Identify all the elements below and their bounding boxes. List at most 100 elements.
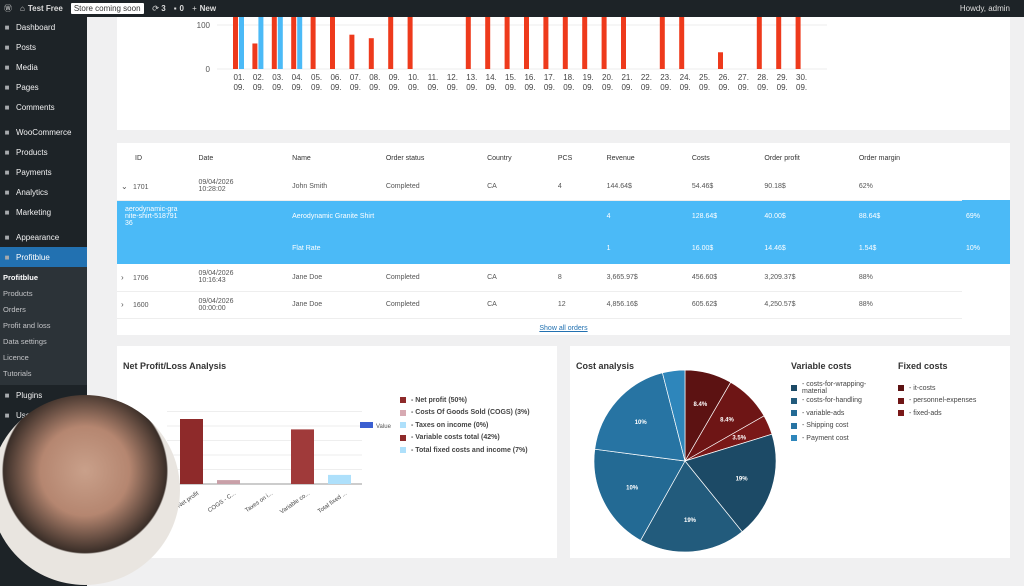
slice-label: 8.4% (694, 402, 708, 408)
cell-costs: 456.60$ (691, 273, 718, 281)
bar (524, 17, 529, 69)
cost-analysis-card: Cost analysis 8.4% 8.4% 3.5% 19% 19% 10% 10% V… (570, 346, 1010, 558)
column-header[interactable]: Name (292, 154, 311, 162)
sidebar-item-payments[interactable]: ■ Payments (0, 162, 87, 182)
slice-label: 10% (626, 486, 639, 492)
x-tick-label: 06. 09. (330, 73, 341, 92)
x-tick-label: 27. 09. (738, 73, 749, 92)
sidebar-item-marketing[interactable]: ■ Marketing (0, 202, 87, 222)
cell-status: Completed (385, 182, 420, 190)
column-header[interactable]: Revenue (606, 154, 635, 162)
legend-item: - costs-for-wrapping-material (791, 381, 891, 395)
order-item-row[interactable]: Flat Rate 1 16.00$ 14.46$ 1.54$ 10% (117, 232, 1010, 264)
net-profit-title: Net Profit/Loss Analysis (123, 361, 227, 371)
sidebar-item-appearance[interactable]: ■ Appearance (0, 227, 87, 247)
bar (562, 17, 568, 69)
column-header[interactable]: Date (198, 154, 214, 162)
sidebar-item-media[interactable]: ■ Media (0, 57, 87, 77)
sidebar-item-products[interactable]: ■ Products (0, 142, 87, 162)
submenu-item[interactable]: Orders (3, 305, 26, 314)
sidebar-item-profitblue[interactable]: ■ Profitblue (0, 247, 87, 267)
chevron-right-icon[interactable]: › (121, 272, 124, 282)
order-row[interactable]: › 1706 09/04/2026 10:16:43 Jane Doe Completed… (117, 264, 1010, 292)
sidebar-item-pages[interactable]: ■ Pages (0, 77, 87, 97)
updates-link[interactable]: ⟳ 3 (151, 4, 166, 13)
x-tick-label: Variable co... (279, 491, 311, 516)
cell-country: CA (487, 301, 497, 308)
legend-item: - Payment cost (791, 432, 891, 445)
x-tick-label: 15. 09. (505, 73, 516, 92)
wordpress-logo-icon[interactable]: Ⓦ (4, 4, 12, 13)
daily-bar-chart: 0 100 01. 09. 02. 09. 03. 09. 04. 09. 05. 09. 06. 09.… (197, 17, 827, 92)
column-header[interactable]: PCS (557, 154, 573, 162)
media-icon: ■ (4, 62, 10, 72)
column-header[interactable]: Order margin (858, 154, 901, 162)
sidebar-item-woocommerce[interactable]: ■ WooCommerce (0, 122, 87, 142)
pie-slice (594, 372, 686, 462)
comments-link[interactable]: ▪ 0 (173, 4, 184, 13)
x-tick-label: 29. 09. (777, 73, 788, 92)
x-tick-label: COGS - C... (207, 491, 237, 515)
submenu-item[interactable]: Products (3, 289, 33, 298)
cell-status: Completed (385, 301, 420, 308)
cell-country: CA (487, 182, 497, 190)
slice-label: 19% (736, 476, 749, 482)
sidebar-item-posts[interactable]: ■ Posts (0, 37, 87, 57)
store-badge[interactable]: Store coming soon (70, 3, 144, 14)
sidebar-item-dashboard[interactable]: ■ Dashboard (0, 17, 87, 37)
legend-item: - it-costs (898, 382, 976, 395)
cell-margin: 62% (858, 182, 873, 190)
submenu-item[interactable]: Data settings (3, 337, 47, 346)
x-tick-label: Net profit (177, 491, 201, 510)
chevron-right-icon[interactable]: › (121, 300, 124, 309)
item-costs: 14.46$ (764, 244, 786, 252)
item-name: Aerodynamic Granite Shirt (292, 212, 375, 220)
x-tick-label: 19. 09. (583, 73, 594, 92)
pie-slice (640, 460, 743, 553)
account-menu[interactable]: Howdy, admin (959, 4, 1010, 13)
cost-pie-chart: 8.4% 8.4% 3.5% 19% 19% 10% 10% (593, 369, 777, 553)
submenu-item[interactable]: Tutorials (3, 369, 32, 378)
column-header[interactable]: Costs (691, 154, 710, 162)
legend-swatch (400, 397, 406, 404)
submenu-item[interactable]: Profit and loss (3, 321, 51, 330)
sidebar-item-plugins[interactable]: ■ Plugins (0, 385, 87, 405)
order-item-row[interactable]: aerodynamic-granite-shirt-51879136 Aerody… (117, 200, 1010, 232)
column-header[interactable]: Country (487, 154, 512, 162)
slice-label: 19% (684, 518, 697, 524)
column-header[interactable]: Order status (385, 154, 425, 162)
site-name-link[interactable]: ⌂ Test Free (20, 4, 63, 13)
column-header[interactable]: Order profit (764, 154, 800, 162)
cell-margin: 88% (858, 273, 873, 281)
sidebar-item-comments[interactable]: ■ Comments (0, 97, 87, 117)
order-row[interactable]: ⌄ 1701 09/04/2026 10:28:02 John Smith Complet… (117, 173, 1010, 201)
cell-name: Jane Doe (292, 273, 323, 281)
bar (252, 43, 258, 69)
x-tick-label: 26. 09. (718, 73, 729, 92)
legend-item: - costs-for-handling (791, 395, 891, 408)
column-header[interactable]: ID (135, 154, 142, 162)
chevron-down-icon[interactable]: ⌄ (121, 181, 128, 191)
sidebar-item-analytics[interactable]: ■ Analytics (0, 182, 87, 202)
x-tick-label: 28. 09. (757, 73, 768, 92)
submenu-item[interactable]: Licence (3, 353, 29, 362)
submenu-item[interactable]: Profitblue (3, 273, 38, 282)
orders-card: ID Date Name Order status Country PCS Revenue C… (117, 143, 1010, 335)
cell-margin: 88% (858, 301, 873, 308)
item-margin: 10% (966, 244, 981, 252)
legend-swatch (360, 422, 373, 428)
bar (718, 52, 723, 69)
order-row[interactable]: › 1600 09/04/2026 00:00:00 Jane Doe Completed… (117, 291, 1010, 319)
x-tick-label: Taxes on i... (244, 491, 274, 514)
legend-swatch (400, 447, 406, 454)
bar (795, 17, 801, 69)
new-link[interactable]: + New (191, 4, 217, 13)
brush-icon: ■ (4, 232, 10, 242)
legend-label: Value (376, 424, 392, 430)
legend-swatch (791, 385, 797, 392)
show-all-orders-link[interactable]: Show all orders (539, 324, 588, 332)
x-tick-label: 12. 09. (447, 73, 458, 92)
x-tick-label: 24. 09. (680, 73, 691, 92)
legend-item: - Variable costs total (42%) (400, 432, 530, 445)
variable-costs-title: Variable costs (791, 361, 852, 371)
